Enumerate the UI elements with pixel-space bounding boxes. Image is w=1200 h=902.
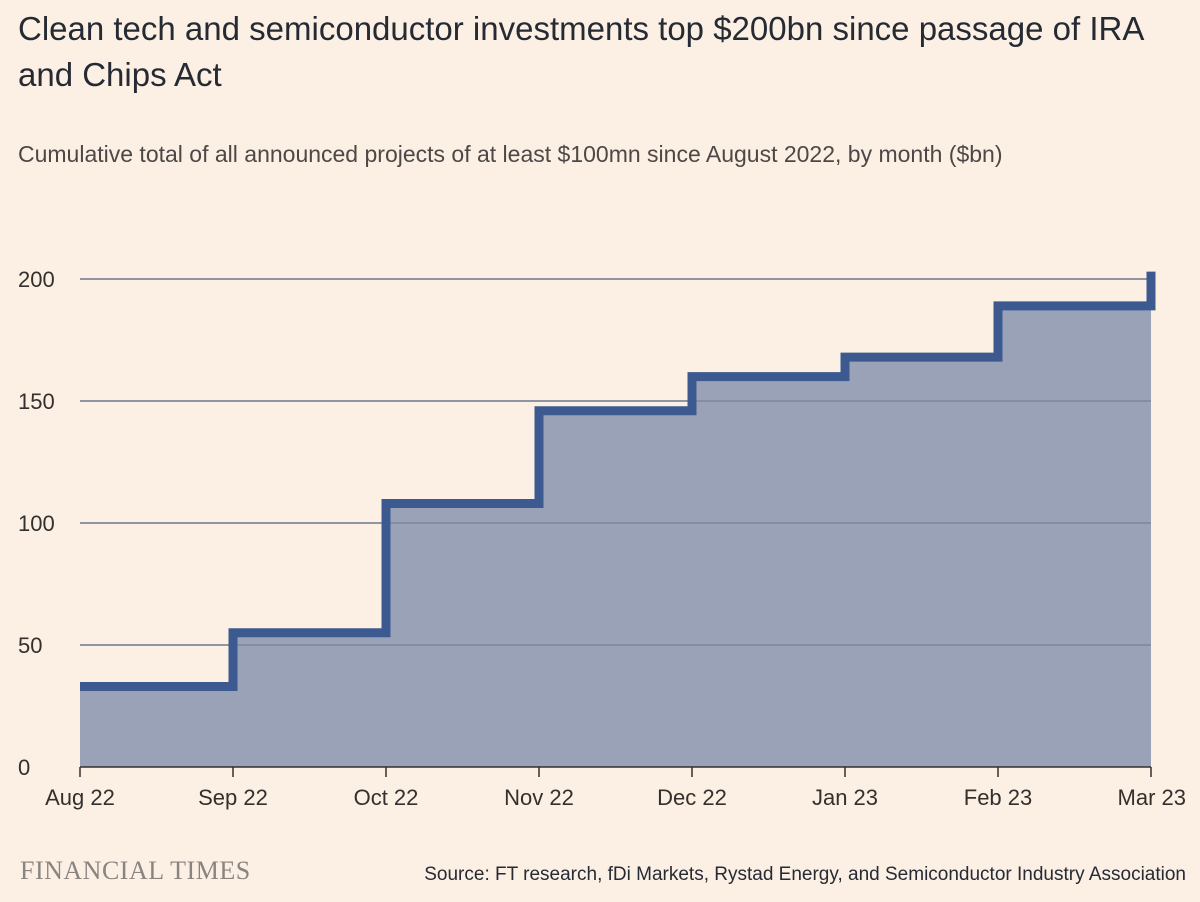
x-tick-label-4: Dec 22 [657, 785, 727, 810]
cumulative-step-line [80, 271, 1156, 691]
y-tick-label-200: 200 [18, 267, 55, 292]
x-tick-label-3: Nov 22 [504, 785, 574, 810]
cumulative-area [80, 305, 1151, 767]
x-tick-label-7: Mar 23 [1118, 785, 1186, 810]
financial-times-logo: FINANCIAL TIMES [20, 856, 251, 885]
y-tick-label-100: 100 [18, 511, 55, 536]
x-tick-label-6: Feb 23 [964, 785, 1033, 810]
x-tick-label-0: Aug 22 [45, 785, 115, 810]
y-axis: 0 50 100 150 200 [18, 267, 55, 780]
chart-title: Clean tech and semiconductor investments… [18, 10, 1143, 93]
x-tick-label-1: Sep 22 [198, 785, 268, 810]
x-axis: Aug 22 Sep 22 Oct 22 Nov 22 Dec 22 Jan 23 Feb … [45, 766, 1186, 810]
x-tick-label-2: Oct 22 [354, 785, 419, 810]
y-tick-label-0: 0 [18, 755, 30, 780]
chart-subtitle: Cumulative total of all announced projec… [18, 141, 1003, 167]
x-tick-label-5: Jan 23 [812, 785, 878, 810]
y-tick-label-150: 150 [18, 389, 55, 414]
area-layer [80, 271, 1156, 767]
source-note: Source: FT research, fDi Markets, Rystad… [424, 864, 1186, 885]
y-tick-label-50: 50 [18, 633, 42, 658]
